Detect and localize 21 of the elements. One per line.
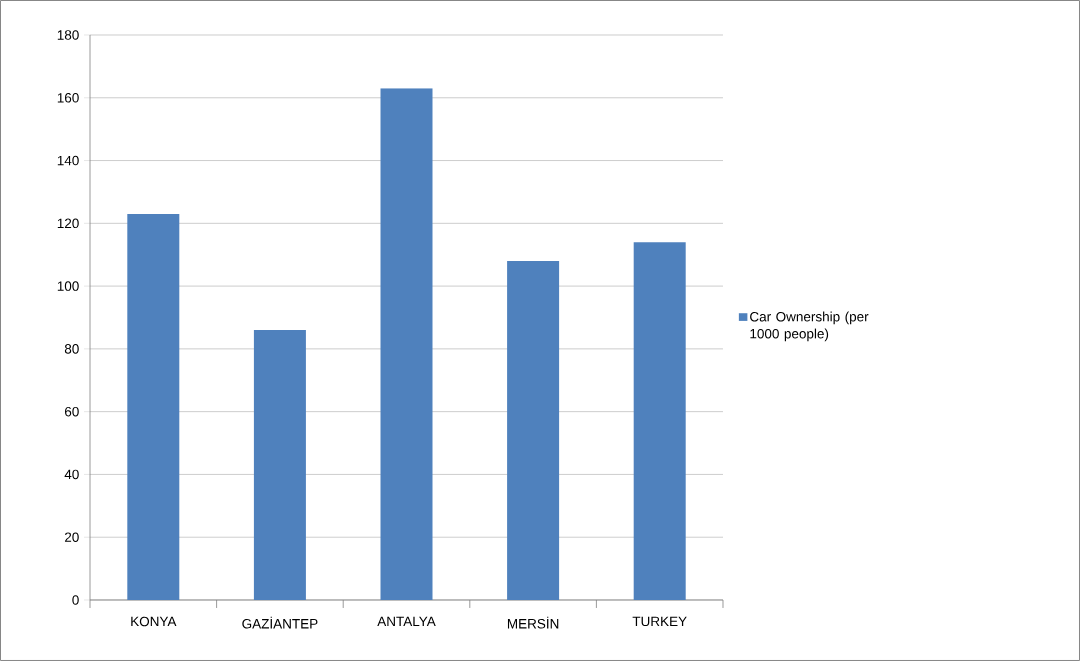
legend-label: Car Ownership (per 1000 people) [750,311,869,342]
x-tick-label: MERSİN [507,616,559,629]
y-tick-label: 0 [72,595,79,605]
bar [507,260,560,600]
bar [633,242,686,600]
y-tick-label: 20 [64,532,79,542]
x-tick-label: ANTALYA [377,616,436,626]
y-tick-label: 40 [64,469,79,480]
y-tick-label: 180 [57,30,79,40]
y-tick-label: 140 [57,155,79,166]
x-tick-label: GAZİANTEP [242,616,318,629]
x-tick-label: TURKEY [632,616,687,627]
y-tick-label: 60 [64,406,79,417]
y-tick-label: 120 [57,218,79,229]
bar [127,213,180,600]
bar [253,330,306,600]
y-tick-label: 80 [64,344,79,354]
y-tick-label: 100 [57,281,79,291]
x-tick-label: KONYA [131,616,177,627]
bar [380,88,433,600]
y-tick-label: 160 [57,92,79,103]
